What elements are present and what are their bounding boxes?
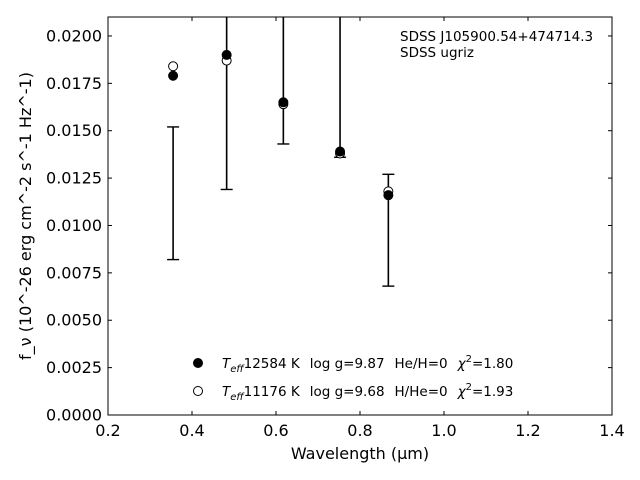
object-name-annotation: SDSS J105900.54+474714.3 — [400, 29, 593, 45]
y-tick-label: 0.0050 — [46, 311, 102, 330]
y-tick-label: 0.0125 — [46, 169, 102, 188]
x-tick-label: 1.4 — [599, 421, 624, 440]
model-point-filled — [168, 70, 179, 81]
y-tick-label: 0.0175 — [46, 74, 102, 93]
legend-2-comp: H/He=0 — [395, 384, 448, 400]
y-tick-label: 0.0200 — [46, 26, 102, 45]
x-tick-label: 0.6 — [263, 421, 288, 440]
legend-2-teff: 11176 K — [244, 384, 301, 400]
plot-frame — [107, 16, 613, 416]
ticks-group: 0.2 0.4 0.6 0.8 1.0 1.2 1.4 0.0000 0.0025 0.0050 0… — [46, 17, 625, 440]
x-tick-label: 1.0 — [431, 421, 456, 440]
y-axis-label: f_ν (10^-26 erg cm^-2 s^-1 Hz^-1) — [16, 72, 36, 360]
y-tick-label: 0.0000 — [46, 406, 102, 425]
model-point-filled — [221, 49, 232, 60]
model-point-filled — [278, 97, 289, 108]
x-axis-label: Wavelength (μm) — [291, 444, 429, 463]
y-tick-label: 0.0075 — [46, 263, 102, 282]
legend-2-chi2: =1.93 — [472, 384, 513, 400]
model-point-filled — [335, 146, 346, 157]
model-point-filled — [383, 190, 394, 201]
y-tick-label: 0.0150 — [46, 121, 102, 140]
markers-group — [168, 49, 394, 201]
legend-marker-filled — [193, 358, 203, 368]
legend-1-comp: He/H=0 — [395, 356, 448, 372]
y-tick-label: 0.0100 — [46, 216, 102, 235]
x-tick-label: 1.2 — [515, 421, 540, 440]
legend-2-logg: log g=9.68 — [310, 384, 385, 400]
x-tick-label: 0.4 — [179, 421, 204, 440]
x-tick-label: 0.8 — [347, 421, 372, 440]
survey-annotation: SDSS ugriz — [400, 45, 474, 61]
legend-1-chi2: =1.80 — [472, 356, 513, 372]
legend-marker-open — [193, 386, 203, 396]
legend-1-logg: log g=9.87 — [310, 356, 385, 372]
model-point-open — [168, 61, 179, 72]
x-tick-label: 0.2 — [95, 421, 120, 440]
error-bars-group — [167, 17, 395, 287]
y-tick-label: 0.0025 — [46, 358, 102, 377]
legend-1-teff: 12584 K — [244, 356, 301, 372]
